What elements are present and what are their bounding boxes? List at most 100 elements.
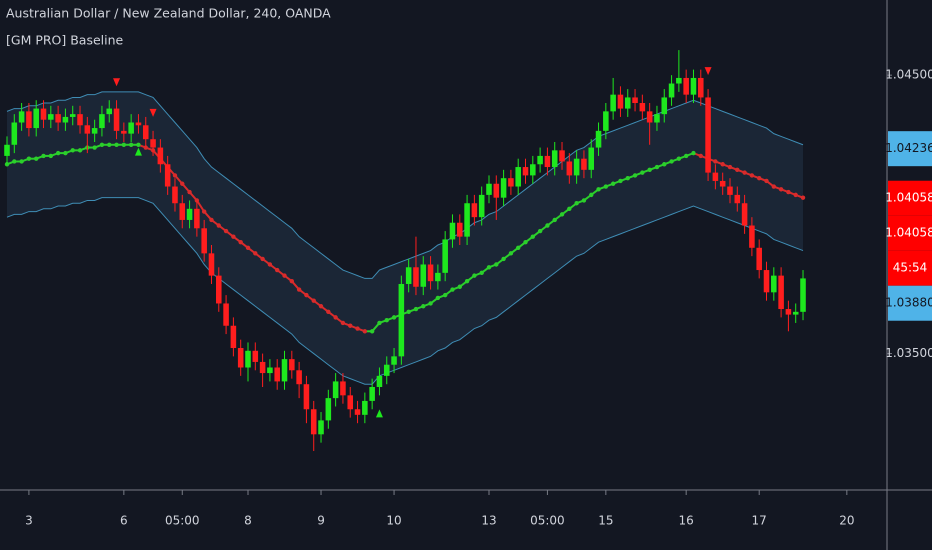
candle-body [362, 400, 368, 415]
baseline-dot [260, 256, 265, 262]
baseline-dot [238, 240, 243, 245]
x-tick-label: 05:00 [165, 514, 200, 528]
candle-body [11, 122, 18, 145]
baseline-dot [676, 156, 682, 161]
x-tick-label: 17 [752, 514, 767, 528]
baseline-dot [209, 217, 214, 223]
baseline-dot [472, 273, 477, 278]
baseline-dot [618, 178, 623, 184]
candle-body [676, 77, 682, 84]
sell-signal [149, 108, 157, 117]
candle-body [106, 108, 113, 115]
baseline-dot [764, 178, 769, 184]
baseline-dot [800, 195, 806, 200]
baseline-dot [413, 306, 419, 312]
candle-body [559, 150, 565, 162]
candle-body [705, 97, 711, 173]
baseline-dot [537, 228, 543, 234]
price-label: 1.04236 [885, 141, 932, 155]
baseline-dot [735, 167, 740, 173]
candle-body [383, 364, 390, 376]
candle-body [172, 186, 178, 204]
baseline-dot [435, 295, 441, 301]
candle-body [121, 130, 127, 134]
baseline-dot [355, 326, 360, 331]
baseline-dot [428, 301, 433, 306]
baseline-dot [107, 142, 112, 147]
candle-body [376, 375, 383, 387]
baseline-dot [530, 234, 536, 239]
baseline-dot [70, 148, 75, 153]
candle-body [690, 77, 697, 95]
baseline-dot [296, 287, 302, 292]
x-tick-label: 20 [839, 514, 854, 528]
baseline-dot [223, 228, 229, 234]
candle-body [325, 398, 332, 421]
candle-body [763, 270, 770, 293]
baseline-dot [545, 223, 550, 228]
candle-body [420, 264, 427, 287]
price-label-box [888, 250, 932, 286]
baseline-dot [720, 162, 725, 167]
candle-body [632, 97, 638, 104]
baseline-dot [41, 153, 46, 159]
baseline-dot [304, 292, 309, 298]
candle-body [712, 172, 719, 181]
baseline-dot [421, 304, 426, 309]
baseline-dot [647, 167, 652, 173]
candle-body [603, 111, 609, 131]
candle-body [486, 183, 492, 195]
baseline-dot [450, 287, 455, 292]
candle-body [595, 130, 602, 148]
price-label: 1.04058 [885, 226, 932, 240]
candle-body [259, 361, 266, 374]
candle-body [639, 103, 646, 112]
buy-signal [134, 147, 142, 156]
baseline-dot [172, 173, 178, 178]
price-label: 1.03880 [885, 296, 932, 310]
candle-body [391, 356, 397, 365]
baseline-dot [48, 153, 54, 159]
baseline-dot [771, 184, 777, 189]
band-lower [6, 197, 804, 385]
baseline-dot [457, 284, 462, 289]
band-upper [6, 91, 804, 279]
x-tick-label: 15 [598, 514, 613, 528]
price-label-box [888, 131, 932, 167]
candle-body [84, 125, 91, 134]
baseline-dot [742, 170, 747, 175]
candle-body [573, 158, 580, 176]
candle-body [296, 370, 302, 385]
baseline-dot [391, 315, 397, 320]
baseline-dot [348, 323, 353, 328]
baseline-dot [253, 251, 258, 256]
candle-body [661, 97, 668, 115]
candle-body [698, 77, 704, 98]
candle-body [179, 203, 186, 220]
candle-body [150, 139, 156, 148]
baseline-dot [552, 217, 557, 223]
y-tick-label: 1.04500 [885, 68, 932, 82]
baseline-dot [603, 184, 609, 189]
candle-body [223, 303, 229, 326]
candle-body [508, 178, 514, 187]
candle-body [778, 275, 784, 310]
candle-body [749, 225, 755, 248]
candle-body [734, 194, 741, 204]
candle-body [800, 278, 806, 312]
baseline-dot [559, 212, 565, 217]
candle-body [471, 203, 478, 218]
candle-body [18, 111, 25, 123]
baseline-dot [333, 315, 338, 320]
baseline-dot [508, 251, 514, 256]
baseline-dot [632, 173, 638, 178]
x-tick-label: 8 [244, 514, 252, 528]
candle-body [581, 158, 587, 170]
candle-body [449, 222, 456, 240]
buy-signal [375, 409, 383, 418]
candle-body [654, 114, 660, 123]
baseline-dot [786, 189, 791, 195]
x-tick-label: 9 [317, 514, 325, 528]
baseline-dot [121, 142, 127, 147]
